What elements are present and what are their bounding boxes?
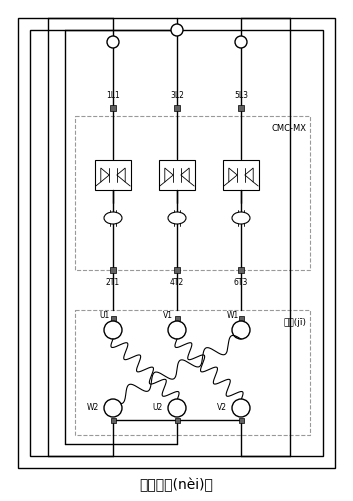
Ellipse shape xyxy=(104,212,122,224)
Bar xyxy=(239,316,244,321)
Circle shape xyxy=(104,321,122,339)
Bar xyxy=(110,105,116,111)
Ellipse shape xyxy=(232,212,250,224)
Text: W2: W2 xyxy=(87,403,99,412)
Bar xyxy=(110,267,116,273)
Circle shape xyxy=(232,399,250,417)
Bar xyxy=(174,267,180,273)
Bar xyxy=(110,417,115,422)
Text: 5L3: 5L3 xyxy=(234,91,248,100)
Bar xyxy=(75,116,310,270)
Text: W1: W1 xyxy=(227,312,239,321)
Bar xyxy=(18,18,335,468)
Bar xyxy=(75,310,310,435)
Bar xyxy=(174,105,180,111)
Ellipse shape xyxy=(168,212,186,224)
Circle shape xyxy=(107,36,119,48)
Text: U1: U1 xyxy=(99,312,109,321)
Bar xyxy=(159,160,195,190)
Text: 4T2: 4T2 xyxy=(170,278,184,287)
Text: 1L1: 1L1 xyxy=(106,91,120,100)
Circle shape xyxy=(168,399,186,417)
Bar xyxy=(239,417,244,422)
Text: 3L2: 3L2 xyxy=(170,91,184,100)
Circle shape xyxy=(171,24,183,36)
Bar xyxy=(30,30,323,456)
Text: 電機(jī): 電機(jī) xyxy=(284,318,307,327)
Circle shape xyxy=(104,399,122,417)
Bar xyxy=(174,316,179,321)
Bar xyxy=(223,160,259,190)
Circle shape xyxy=(232,321,250,339)
Text: V1: V1 xyxy=(163,312,173,321)
Text: 三角形內(nèi)接: 三角形內(nèi)接 xyxy=(139,478,214,492)
Text: U2: U2 xyxy=(153,403,163,412)
Text: CMC-MX: CMC-MX xyxy=(272,124,307,133)
Circle shape xyxy=(168,321,186,339)
Bar xyxy=(174,417,179,422)
Text: 2T1: 2T1 xyxy=(106,278,120,287)
Bar xyxy=(238,105,244,111)
Text: V2: V2 xyxy=(217,403,227,412)
Circle shape xyxy=(235,36,247,48)
Text: 6T3: 6T3 xyxy=(234,278,248,287)
Bar xyxy=(238,267,244,273)
Bar xyxy=(95,160,131,190)
Bar xyxy=(110,316,115,321)
